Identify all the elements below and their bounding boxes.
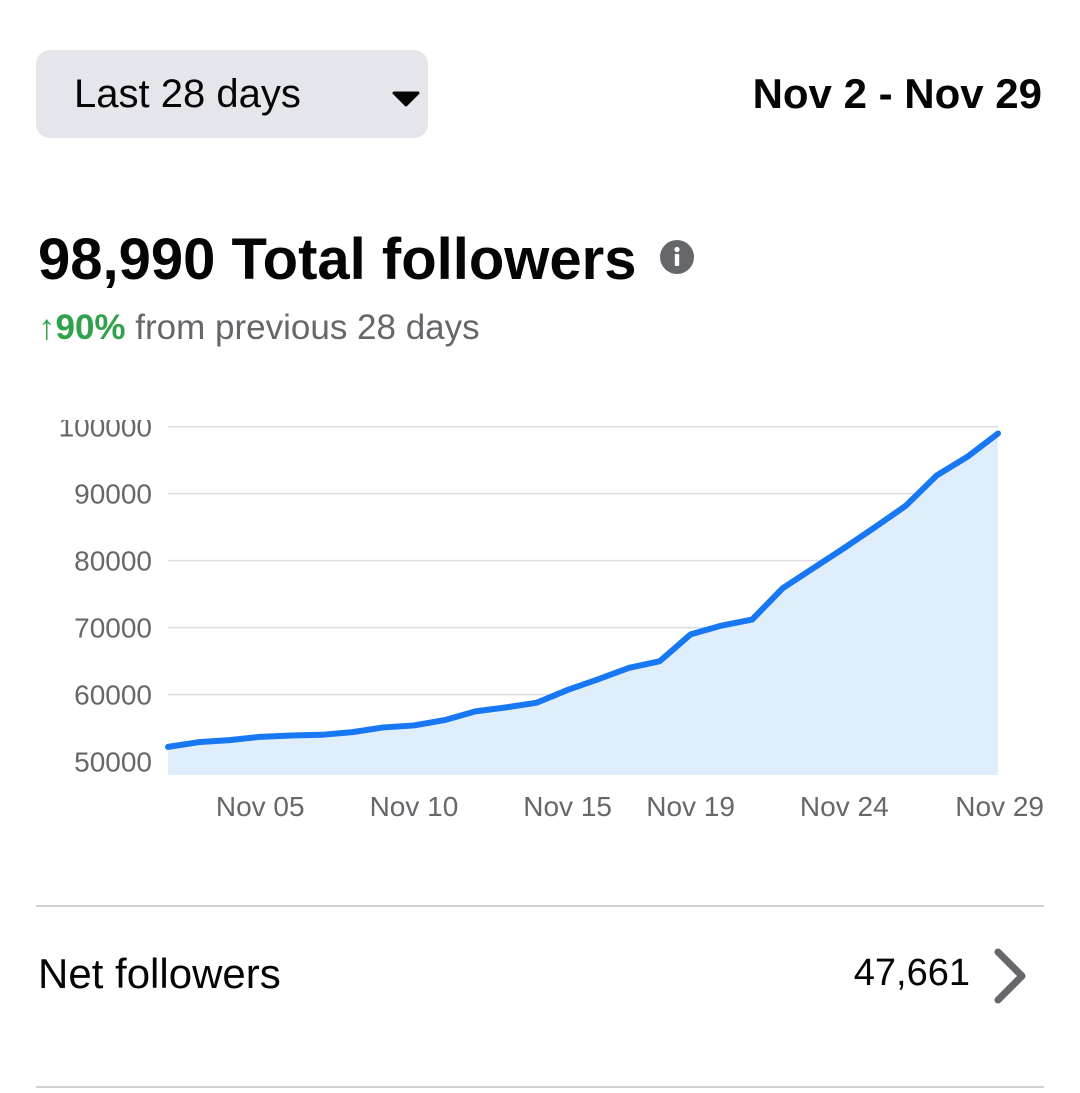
date-range-dropdown-label: Last 28 days xyxy=(74,71,301,116)
series-area xyxy=(168,433,998,775)
data-point xyxy=(964,454,970,460)
y-tick-label: 50000 xyxy=(74,747,152,778)
up-arrow-icon: ↑ xyxy=(38,308,56,347)
data-point xyxy=(749,617,755,623)
followers-chart: 50000 60000 70000 80000 90000 100000 Nov 05 Nov… xyxy=(59,420,1044,822)
y-tick-label: 70000 xyxy=(74,613,152,644)
data-point xyxy=(811,565,817,571)
data-point xyxy=(872,524,878,530)
total-followers-heading: 98,990 Total followers xyxy=(38,226,636,293)
x-tick-label: Nov 24 xyxy=(800,791,889,822)
data-point xyxy=(349,729,355,735)
data-point xyxy=(257,734,263,740)
data-point xyxy=(442,717,448,723)
x-tick-label: Nov 10 xyxy=(370,791,459,822)
y-tick-label: 100000 xyxy=(59,420,152,443)
data-point xyxy=(411,722,417,728)
date-range-text: Nov 2 - Nov 29 xyxy=(752,70,1042,117)
data-point xyxy=(503,704,509,710)
x-tick-label: Nov 05 xyxy=(216,791,305,822)
data-point xyxy=(534,700,540,706)
date-range-dropdown[interactable]: Last 28 days xyxy=(36,50,428,138)
data-point xyxy=(319,732,325,738)
info-icon[interactable] xyxy=(660,240,694,274)
change-description: from previous 28 days xyxy=(135,308,480,347)
x-tick-label: Nov 29 xyxy=(955,791,1044,822)
total-followers-value: 98,990 xyxy=(38,227,216,292)
data-point xyxy=(565,687,571,693)
data-point xyxy=(472,708,478,714)
data-point xyxy=(196,739,202,745)
data-point xyxy=(165,744,171,750)
data-point xyxy=(626,665,632,671)
data-point xyxy=(657,658,663,664)
data-point xyxy=(841,545,847,551)
data-point xyxy=(380,724,386,730)
data-point xyxy=(718,623,724,629)
change-percent: 90% xyxy=(55,308,126,347)
data-point xyxy=(595,676,601,682)
y-tick-label: 90000 xyxy=(74,479,152,510)
total-followers-label: Total followers xyxy=(231,227,637,292)
divider xyxy=(36,905,1044,907)
data-point xyxy=(688,631,694,637)
x-tick-label: Nov 19 xyxy=(646,791,735,822)
x-tick-label: Nov 15 xyxy=(523,791,612,822)
data-point xyxy=(934,473,940,479)
y-tick-label: 80000 xyxy=(74,546,152,577)
data-point xyxy=(288,732,294,738)
net-followers-label: Net followers xyxy=(38,950,281,997)
net-followers-value: 47,661 xyxy=(853,952,970,994)
follower-change: ↑90% from previous 28 days xyxy=(38,308,480,348)
data-point xyxy=(226,737,232,743)
chevron-right-icon[interactable] xyxy=(990,946,1030,1006)
series-line xyxy=(165,430,1001,750)
caret-down-icon xyxy=(392,91,420,107)
divider xyxy=(36,1086,1044,1088)
data-point xyxy=(995,430,1001,436)
data-point xyxy=(903,503,909,509)
data-point xyxy=(780,585,786,591)
y-tick-label: 60000 xyxy=(74,680,152,711)
